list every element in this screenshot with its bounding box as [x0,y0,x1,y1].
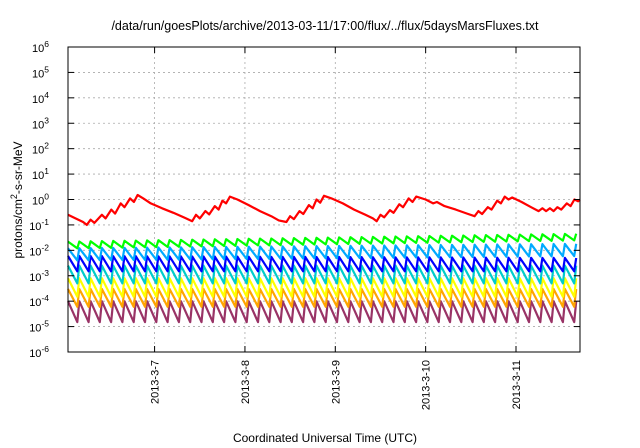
series-line-5 [67,277,578,298]
series-line-6 [67,287,578,308]
series-line-2 [67,242,578,262]
x-axis-label: Coordinated Universal Time (UTC) [233,431,417,445]
y-tick-label: 10-2 [29,242,49,258]
y-tick-label: 10-3 [29,268,49,284]
series-line-7 [66,300,578,324]
y-tick-label: 10-1 [29,217,49,233]
y-axis-label: protons/cm2-s-sr-MeV [9,141,25,258]
y-tick-label: 10-5 [29,319,49,335]
y-tick-label: 10-6 [29,344,49,360]
y-tick-label: 103 [32,115,49,131]
y-tick-label: 100 [32,192,49,208]
chart-title: /data/run/goesPlots/archive/2013-03-11/1… [111,19,539,33]
series-line-0 [67,193,581,226]
series-layer [66,193,581,324]
x-tick-label: 2013-3-11 [511,360,523,409]
series-line-3 [67,254,578,273]
y-tick-label: 10-4 [29,293,49,309]
x-tick-label: 2013-3-10 [421,360,433,410]
x-tick-label: 2013-3-9 [330,360,342,404]
series-line-4 [67,264,578,285]
x-tick-label: 2013-3-8 [240,360,252,404]
y-tick-label: 104 [32,90,49,106]
series-line-1 [67,232,578,250]
y-tick-label: 106 [32,39,49,55]
y-tick-label: 101 [32,166,49,182]
x-tick-label: 2013-3-7 [150,360,162,404]
y-tick-label: 102 [32,141,49,157]
y-tick-label: 105 [32,64,49,80]
x-axis: 2013-3-7 2013-3-8 2013-3-9 2013-3-10 2013-3-… [150,47,523,410]
